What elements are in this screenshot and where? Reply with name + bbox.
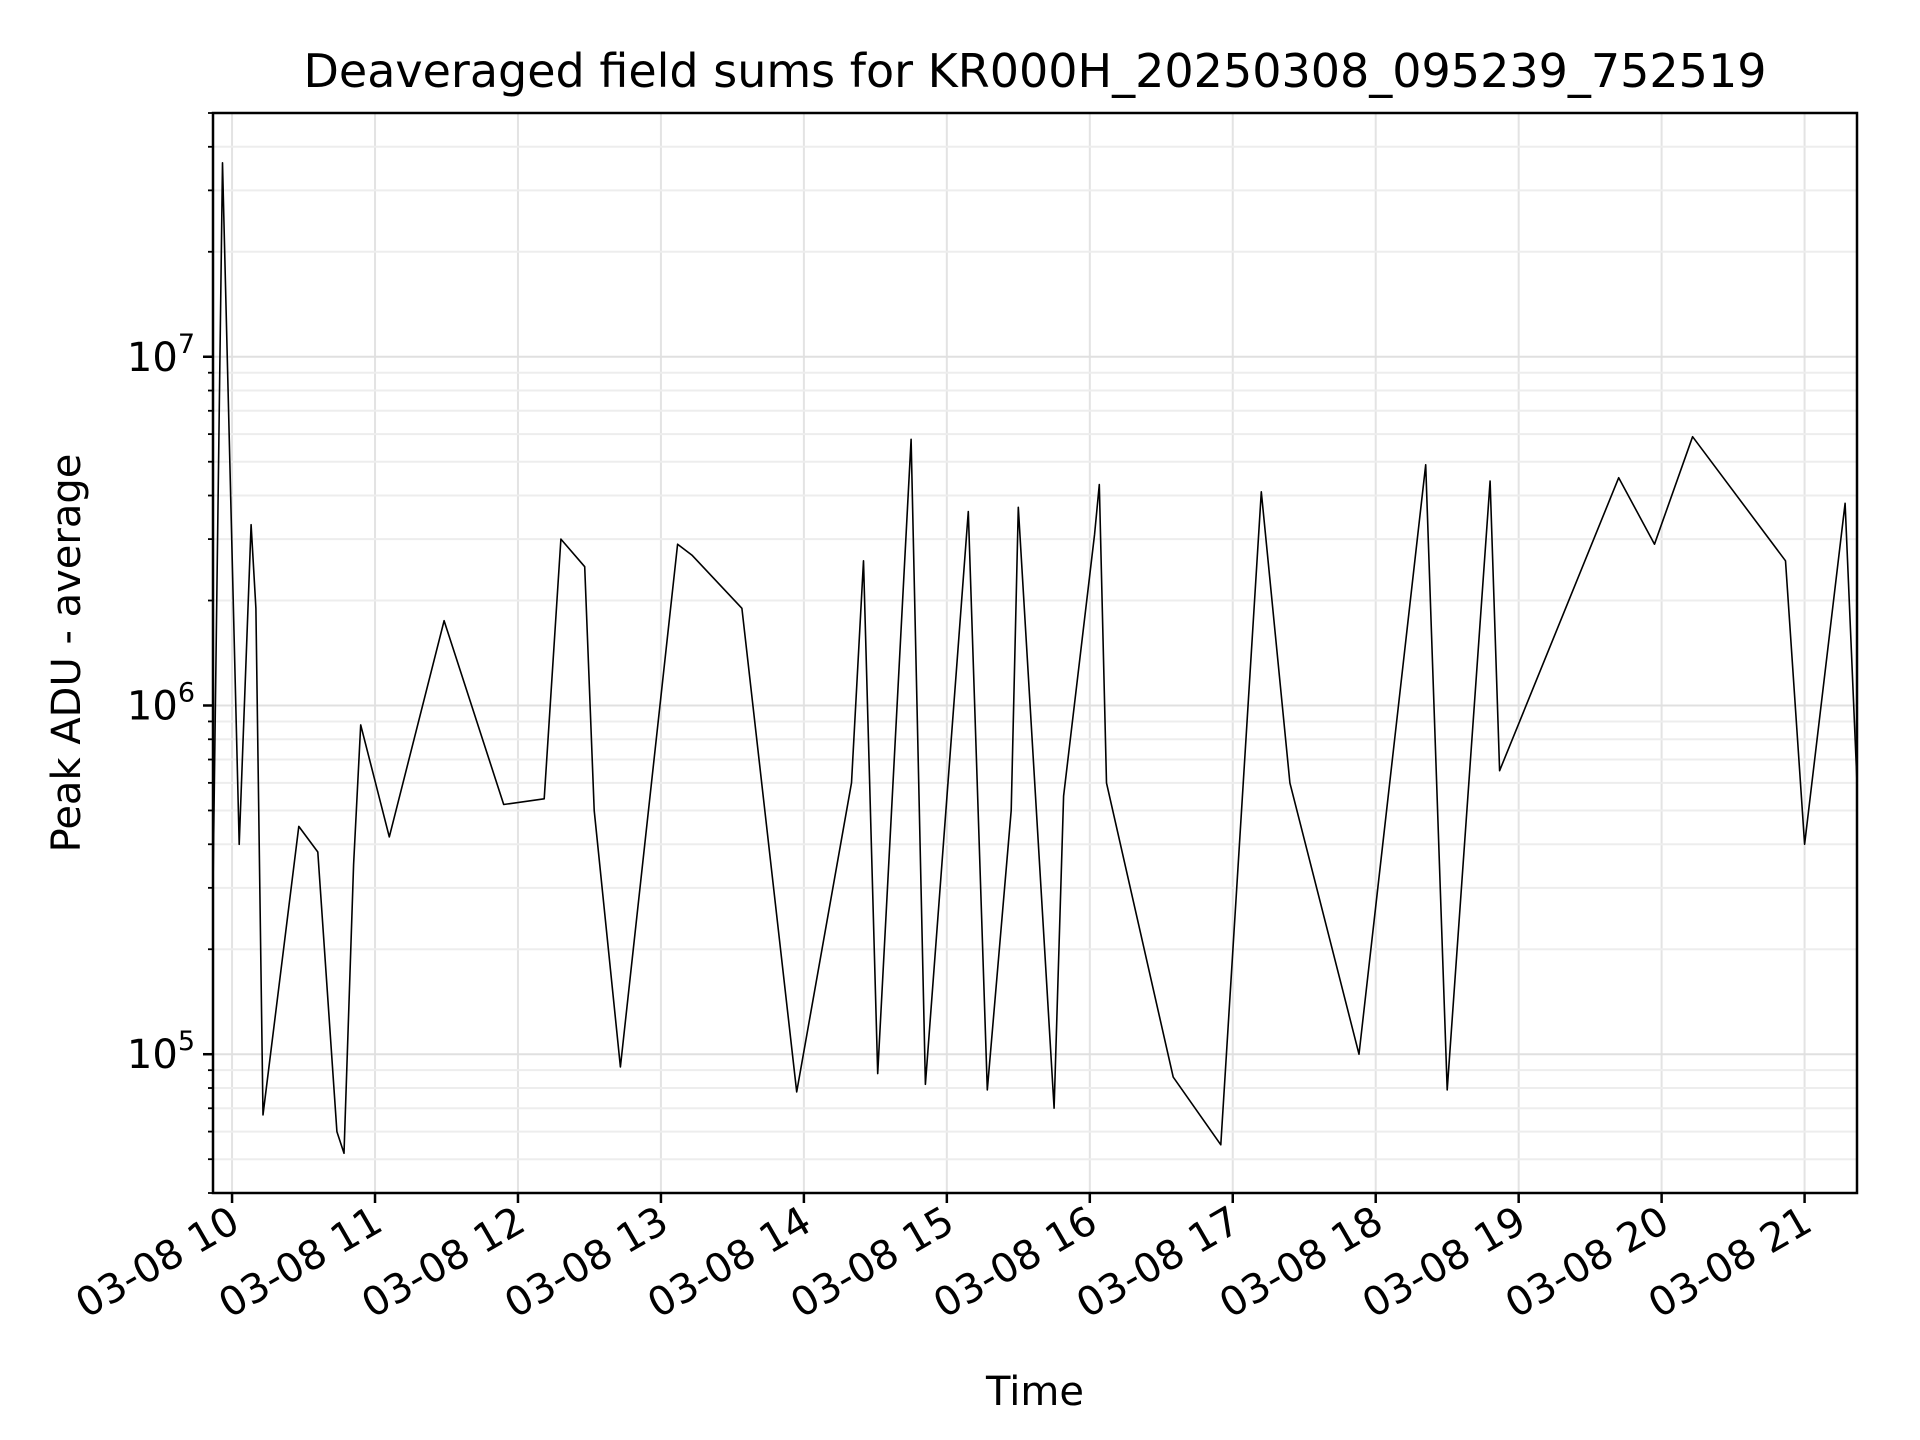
series-layer — [212, 162, 1858, 1155]
plot-frame — [211, 111, 1859, 1195]
y-tick-label: 106 — [127, 677, 195, 729]
y-tick-label: 107 — [127, 329, 195, 381]
series-line — [212, 162, 1858, 1155]
grid-layer — [213, 112, 1857, 1194]
y-axis-label: Peak ADU - average — [44, 454, 90, 853]
x-axis-label: Time — [985, 1369, 1084, 1415]
chart-title: Deaveraged field sums for KR000H_2025030… — [304, 44, 1767, 98]
y-tick-label: 105 — [127, 1026, 195, 1078]
